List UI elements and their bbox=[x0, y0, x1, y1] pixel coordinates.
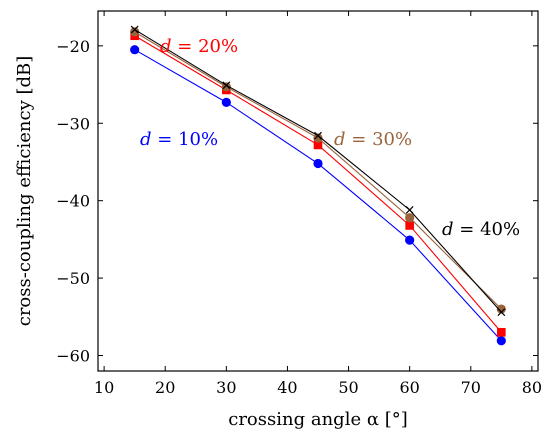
series-label: d = 40% bbox=[442, 219, 520, 240]
series-layer bbox=[130, 25, 506, 346]
x-tick-label: 40 bbox=[277, 378, 297, 397]
series-line bbox=[134, 29, 502, 313]
y-axis-title: cross-coupling efficiency [dB] bbox=[14, 56, 35, 327]
plot-frame bbox=[97, 10, 539, 372]
series-label-value: 30% bbox=[372, 129, 412, 150]
x-tick-label: 80 bbox=[522, 378, 542, 397]
series-label: d = 30% bbox=[334, 129, 412, 150]
data-point bbox=[496, 336, 506, 346]
series-label-value: 10% bbox=[178, 129, 218, 150]
series-label-var: d bbox=[334, 129, 346, 150]
y-tick-label: −40 bbox=[56, 192, 90, 211]
data-point bbox=[221, 82, 231, 92]
series-line bbox=[134, 35, 502, 333]
series-label-var: d bbox=[140, 129, 152, 150]
data-point bbox=[313, 158, 323, 169]
series-10pct bbox=[130, 45, 506, 346]
y-tick-label: −60 bbox=[56, 347, 90, 366]
series-label: d = 10% bbox=[140, 129, 218, 150]
series-labels: d = 10%d = 20%d = 30%d = 40% bbox=[140, 36, 520, 240]
x-tick-label: 20 bbox=[155, 378, 175, 397]
series-40pct bbox=[130, 25, 506, 317]
y-tick-label: −50 bbox=[56, 269, 90, 288]
series-20pct bbox=[130, 31, 506, 337]
x-tick-label: 50 bbox=[338, 378, 358, 397]
data-point bbox=[405, 235, 415, 245]
data-point bbox=[405, 206, 414, 214]
series-label-eq: = bbox=[454, 219, 481, 240]
data-point bbox=[314, 131, 322, 140]
y-tick-label: −20 bbox=[56, 37, 90, 56]
data-point bbox=[405, 221, 414, 230]
data-point bbox=[313, 133, 323, 143]
series-label-value: 40% bbox=[480, 219, 520, 240]
series-label-var: d bbox=[442, 219, 454, 240]
series-line bbox=[134, 49, 502, 342]
x-tick-label: 70 bbox=[461, 378, 481, 397]
series-label-eq: = bbox=[172, 36, 199, 57]
series-30pct bbox=[130, 27, 506, 314]
data-point bbox=[313, 140, 323, 150]
series-label-eq: = bbox=[152, 129, 179, 150]
x-tick-label: 60 bbox=[399, 378, 419, 397]
series-label-eq: = bbox=[346, 129, 373, 150]
series-label-var: d bbox=[160, 36, 172, 57]
data-point bbox=[130, 27, 140, 37]
data-point bbox=[497, 308, 506, 317]
data-point bbox=[497, 327, 506, 337]
x-axis-title: crossing angle α [°] bbox=[228, 409, 408, 430]
data-point bbox=[130, 25, 139, 34]
data-point bbox=[496, 304, 506, 314]
y-tick-label: −30 bbox=[56, 114, 90, 133]
series-label: d = 20% bbox=[160, 36, 238, 57]
x-tick-label: 30 bbox=[216, 378, 236, 397]
data-point bbox=[222, 81, 231, 90]
data-point bbox=[405, 213, 415, 223]
data-point bbox=[221, 97, 231, 107]
x-tick-label: 10 bbox=[94, 378, 114, 397]
data-point bbox=[130, 45, 140, 55]
series-label-value: 20% bbox=[198, 36, 238, 57]
axis-ticks: 10 20 30 40 50 60 70 80 −20 −30 −40 −50 −60 bbox=[56, 11, 542, 397]
